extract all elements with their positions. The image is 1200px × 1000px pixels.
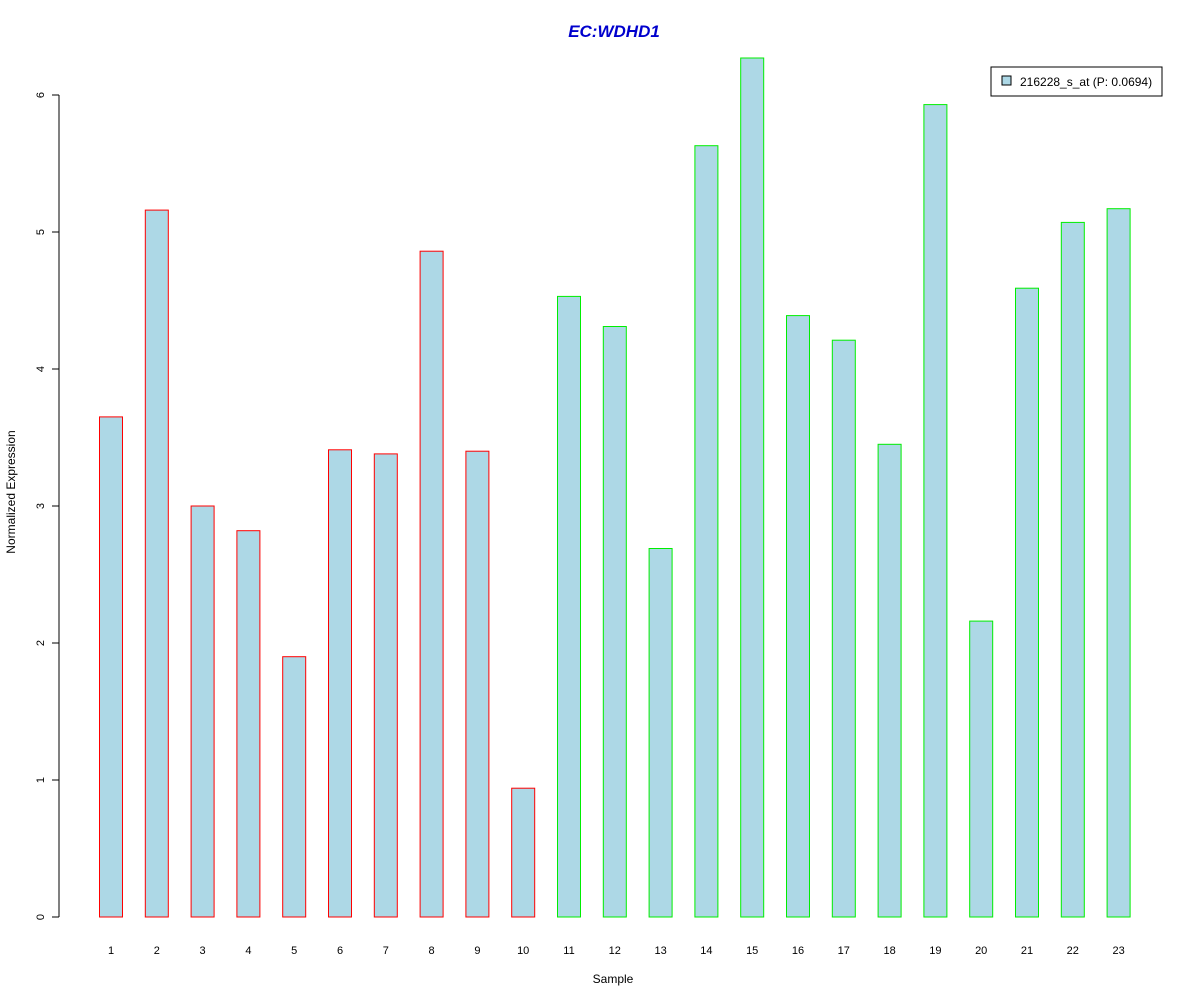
legend: 216228_s_at (P: 0.0694) <box>990 66 1163 97</box>
x-tick-label: 2 <box>154 945 160 957</box>
bar-sample-10 <box>511 787 536 918</box>
bar-sample-4 <box>236 530 261 918</box>
x-tick-label: 19 <box>929 945 941 957</box>
x-tick-label: 1 <box>108 945 114 957</box>
bar-sample-7 <box>373 453 398 918</box>
x-tick-label: 4 <box>245 945 251 957</box>
bar-sample-3 <box>190 505 215 918</box>
chart-title: EC:WDHD1 <box>568 22 660 41</box>
y-axis: 0 1 2 3 4 5 6 <box>35 92 60 920</box>
x-tick-labels: 1 2 3 4 5 6 7 8 9 10 11 12 13 14 15 16 17 18 19 20 21 22 23 <box>108 945 1125 957</box>
x-tick-label: 7 <box>383 945 389 957</box>
bar-sample-21 <box>1015 287 1039 918</box>
bar-sample-1 <box>99 416 123 918</box>
y-tick-label: 5 <box>35 229 47 235</box>
y-axis-title: Normalized Expression <box>4 430 18 553</box>
y-tick-label: 4 <box>35 366 47 372</box>
bar-sample-20 <box>969 620 994 918</box>
x-tick-label: 10 <box>517 945 529 957</box>
bar-sample-22 <box>1060 221 1085 918</box>
bar-sample-11 <box>557 295 581 918</box>
x-tick-label: 8 <box>429 945 435 957</box>
bar-sample-13 <box>648 548 673 918</box>
x-tick-label: 9 <box>474 945 480 957</box>
x-tick-label: 13 <box>654 945 666 957</box>
x-tick-label: 18 <box>883 945 895 957</box>
bar-sample-5 <box>282 656 307 918</box>
y-tick-label: 1 <box>35 777 47 783</box>
bar-sample-18 <box>877 443 902 918</box>
x-tick-label: 20 <box>975 945 987 957</box>
x-tick-label: 6 <box>337 945 343 957</box>
legend-swatch <box>1001 75 1012 86</box>
legend-box <box>990 66 1163 97</box>
x-tick-label: 23 <box>1112 945 1124 957</box>
bar-sample-12 <box>602 326 627 918</box>
x-tick-label: 16 <box>792 945 804 957</box>
bar-sample-15 <box>740 57 765 918</box>
bar-sample-17 <box>831 339 856 918</box>
bar-sample-23 <box>1106 208 1131 918</box>
x-tick-label: 17 <box>838 945 850 957</box>
y-tick-label: 2 <box>35 640 47 646</box>
x-tick-label: 5 <box>291 945 297 957</box>
x-tick-label: 12 <box>609 945 621 957</box>
bar-sample-2 <box>144 209 169 918</box>
y-tick-label: 3 <box>35 503 47 509</box>
x-tick-label: 21 <box>1021 945 1033 957</box>
bar-sample-9 <box>465 450 490 918</box>
legend-label: 216228_s_at (P: 0.0694) <box>1020 75 1152 89</box>
bar-sample-8 <box>419 250 444 918</box>
x-tick-label: 22 <box>1067 945 1079 957</box>
y-tick-label: 0 <box>35 914 47 920</box>
x-tick-label: 3 <box>200 945 206 957</box>
bar-sample-19 <box>923 104 948 918</box>
x-tick-label: 11 <box>563 945 574 957</box>
x-tick-label: 14 <box>700 945 712 957</box>
bar-sample-16 <box>786 315 810 918</box>
bar-sample-14 <box>694 145 719 918</box>
bars-group <box>99 57 1131 918</box>
x-axis-title: Sample <box>593 972 634 986</box>
y-tick-label: 6 <box>35 92 47 98</box>
x-tick-label: 15 <box>746 945 758 957</box>
bar-sample-6 <box>328 449 352 918</box>
